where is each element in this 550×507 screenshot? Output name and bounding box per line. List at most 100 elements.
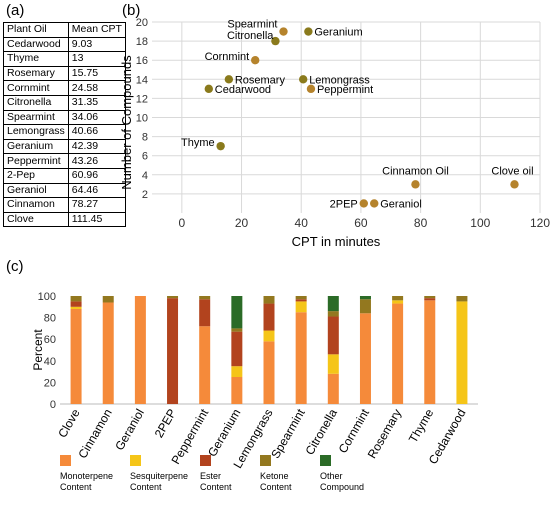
cell-mean-cpt: 43.26: [67, 153, 126, 169]
bar-segment: [167, 298, 179, 404]
x-tick-label: 0: [179, 216, 186, 230]
bar-segment: [295, 301, 307, 313]
bar-segment: [327, 311, 339, 317]
category-label: Cinnamon: [75, 407, 114, 461]
y-tick-label: 6: [142, 151, 148, 163]
point-label: Rosemary: [235, 74, 286, 86]
header-mean-cpt: Mean CPT: [67, 22, 126, 38]
panel-label-b: (b): [122, 2, 141, 19]
scatter-point: [306, 84, 316, 94]
bar-segment: [392, 296, 404, 301]
cell-plant-oil: Geraniol: [3, 182, 69, 199]
cell-plant-oil: Clove: [3, 211, 69, 228]
scatter-point: [224, 75, 234, 84]
y-tick-label: 40: [44, 356, 56, 368]
table-header-row: Plant Oil Mean CPT: [3, 22, 126, 38]
bar-segment: [424, 300, 436, 404]
y-tick-label: 16: [136, 55, 148, 67]
scatter-chart: 0 20 40 60 80 100 120 2 4 6 8 10 12 14 16 18 20 CPT in mi…: [119, 17, 550, 249]
scatter-point: [251, 56, 260, 65]
scatter-point: [299, 75, 308, 84]
y-tick-label: 12: [136, 93, 148, 105]
legend-swatch: [200, 455, 211, 466]
bar-segment: [231, 377, 243, 404]
bar-segment: [392, 300, 404, 304]
category-label: Clove: [55, 406, 83, 440]
category-label: Citronella: [302, 406, 340, 457]
x-tick-label: 40: [295, 216, 309, 230]
table-row: Spearmint 34.06: [3, 109, 126, 126]
y-tick-label: 2: [142, 189, 148, 201]
y-tick-label: 80: [44, 313, 56, 325]
bar-segment: [199, 326, 211, 404]
bar-segment: [102, 302, 114, 404]
bar-segment: [199, 299, 211, 327]
scatter-point: [279, 27, 288, 36]
table-row: Rosemary 15.75: [3, 65, 126, 82]
table-row: Geraniol 64.46: [3, 182, 126, 199]
legend-swatch: [320, 455, 331, 466]
bar-segment: [359, 299, 371, 314]
y-tick-label: 4: [142, 170, 148, 182]
bar-segment: [231, 331, 243, 367]
bar-segment: [424, 298, 436, 301]
category-label: Cornmint: [336, 406, 373, 456]
point-label: Cedarwood: [215, 84, 271, 96]
bar-segment: [424, 296, 436, 299]
bar-segment: [263, 341, 275, 404]
legend-label: Monoterpene Content: [60, 471, 113, 492]
legend-swatch: [60, 455, 71, 466]
y-tick-label: 60: [44, 334, 56, 346]
cell-mean-cpt: 15.75: [67, 65, 126, 82]
point-label: Geraniol: [380, 198, 422, 210]
y-tick-label: 100: [38, 291, 56, 303]
y-tick-label: 0: [50, 399, 56, 411]
legend-label: Other Compound: [320, 471, 364, 492]
x-tick-label: 20: [235, 216, 249, 230]
y-tick-label: 20: [136, 17, 148, 29]
scatter-point: [304, 27, 313, 36]
y-tick-label: 14: [136, 74, 148, 86]
bar-segment: [70, 308, 82, 404]
legend-label: Sesquiterpene Content: [130, 471, 188, 492]
bar-segment: [231, 328, 243, 332]
y-tick-label: 10: [136, 113, 148, 125]
point-label: Clove oil: [491, 165, 533, 177]
bar-segment: [231, 296, 243, 329]
scatter-point: [359, 199, 368, 208]
category-label: 2PEP: [152, 407, 179, 441]
scatter-point: [411, 180, 420, 189]
bar-segment: [102, 296, 114, 303]
scatter-point: [510, 180, 519, 189]
cell-plant-oil: Cinnamon: [3, 197, 69, 213]
bar-segment: [70, 306, 82, 309]
category-label: Thyme: [406, 406, 437, 445]
cell-mean-cpt: 64.46: [67, 182, 126, 199]
point-label: Cornmint: [205, 51, 250, 63]
cell-mean-cpt: 34.06: [67, 109, 126, 126]
legend-swatch: [260, 455, 271, 466]
bar-segment: [295, 296, 307, 300]
point-label: Spearmint: [227, 19, 277, 31]
point-label: 2PEP: [330, 198, 358, 210]
bar-segment: [359, 296, 371, 300]
panel-label-c: (c): [6, 258, 24, 275]
bar-segment: [359, 313, 371, 404]
x-tick-label: 100: [470, 216, 490, 230]
panel-label-a: (a): [6, 2, 25, 19]
bar-segment: [295, 299, 307, 302]
bar-segment: [327, 296, 339, 312]
cpt-table: Plant Oil Mean CPT Cedarwood 9.03 Thyme 13 R…: [3, 22, 126, 228]
bar-segment: [263, 296, 275, 304]
bar-segment: [134, 296, 146, 404]
bar-segment: [456, 296, 468, 302]
cell-mean-cpt: 111.45: [67, 211, 126, 228]
point-label: Peppermint: [317, 84, 373, 96]
bar-segment: [295, 312, 307, 404]
legend-swatch: [130, 455, 141, 466]
table-row: Clove 111.45: [3, 211, 126, 228]
point-label: Thyme: [181, 137, 215, 149]
x-axis-label: CPT in minutes: [292, 234, 381, 249]
point-label: Cinnamon Oil: [382, 165, 449, 177]
table-row: Peppermint 43.26: [3, 153, 126, 169]
